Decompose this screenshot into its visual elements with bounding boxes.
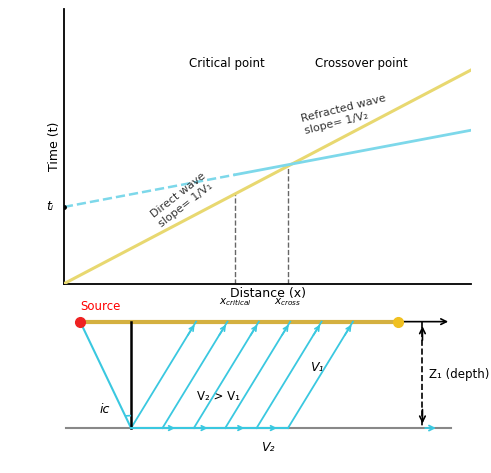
Text: $x_{cross}$: $x_{cross}$ [274,296,301,308]
Text: $x_{critical}$: $x_{critical}$ [218,296,251,308]
Text: Crossover point: Crossover point [315,57,408,70]
Text: Z₁ (depth): Z₁ (depth) [429,368,489,381]
Text: iᴄ: iᴄ [99,403,110,416]
Text: V₁: V₁ [310,361,323,374]
Text: tᵢ: tᵢ [47,201,54,213]
Text: V₂ > V₁: V₂ > V₁ [197,390,240,403]
Text: Refracted wave
slope= 1/V₂: Refracted wave slope= 1/V₂ [300,93,390,136]
Text: Critical point: Critical point [189,57,265,70]
Text: V₂: V₂ [261,441,274,454]
Text: Direct wave
slope= 1/V₁: Direct wave slope= 1/V₁ [149,170,216,229]
Y-axis label: Time (t): Time (t) [48,122,61,171]
X-axis label: Distance (x): Distance (x) [230,287,305,299]
Text: Source: Source [80,300,120,313]
